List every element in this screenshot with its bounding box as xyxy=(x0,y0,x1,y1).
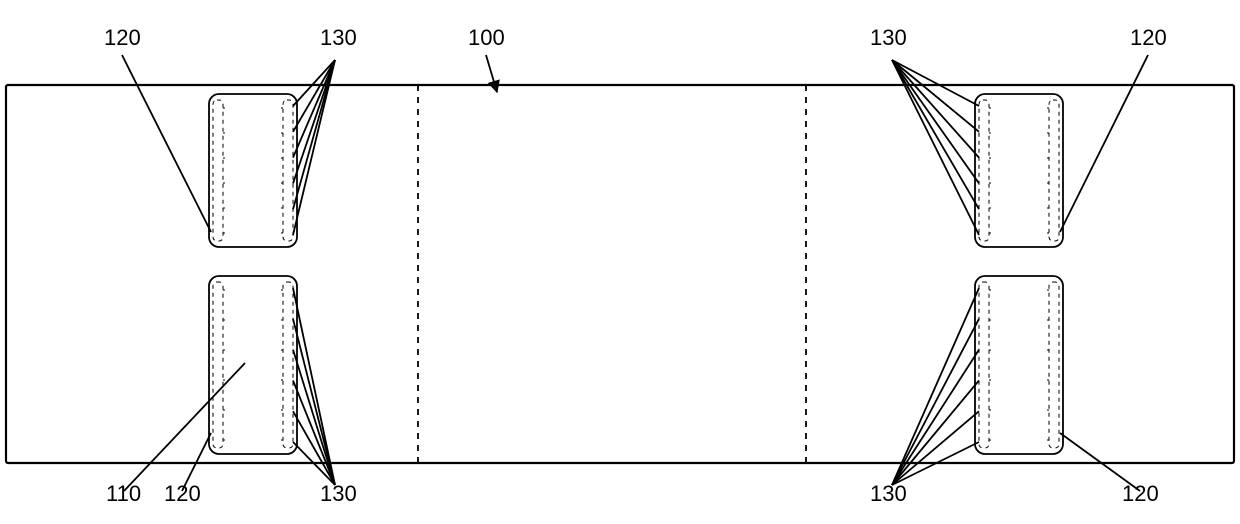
inner-strip-left xyxy=(213,282,223,448)
fan-leader xyxy=(293,288,335,485)
label-120: 120 xyxy=(104,25,141,50)
inner-strip-right xyxy=(283,282,293,448)
fan-leader xyxy=(293,60,335,235)
patent-figure: 100 120 120 110 120 120 130 130 130 130 xyxy=(0,0,1240,524)
inner-strip-right xyxy=(283,100,293,241)
slot-outline xyxy=(209,94,297,247)
leader-line xyxy=(124,363,245,491)
slot-outline xyxy=(975,276,1063,454)
label-130: 130 xyxy=(870,481,907,506)
fan-leader xyxy=(892,350,979,485)
inner-strip-right xyxy=(1049,100,1059,241)
fan-leader xyxy=(293,319,335,485)
fan-leader xyxy=(892,60,979,158)
fan-leader xyxy=(293,60,335,158)
fan-leader xyxy=(892,288,979,485)
fan-leader xyxy=(892,319,979,485)
slot-bl xyxy=(209,276,297,454)
slot-tl xyxy=(209,94,297,247)
leader-line xyxy=(486,55,497,92)
label-130: 130 xyxy=(870,25,907,50)
fan-leader xyxy=(892,60,979,235)
label-130: 130 xyxy=(320,25,357,50)
label-120: 120 xyxy=(1130,25,1167,50)
label-120: 120 xyxy=(164,481,201,506)
slot-outline xyxy=(975,94,1063,247)
slot-tr xyxy=(975,94,1063,247)
label-110: 110 xyxy=(106,481,141,506)
inner-strip-right xyxy=(1049,282,1059,448)
slot-outline xyxy=(209,276,297,454)
label-100: 100 xyxy=(468,25,505,50)
inner-strip-left xyxy=(979,100,989,241)
label-130: 130 xyxy=(320,481,357,506)
inner-strip-left xyxy=(213,100,223,241)
fan-leader xyxy=(293,380,335,485)
slot-br xyxy=(975,276,1063,454)
label-120: 120 xyxy=(1122,481,1159,506)
leader-line xyxy=(1060,55,1148,232)
outer-frame xyxy=(6,85,1234,463)
leader-line xyxy=(122,55,211,232)
inner-strip-left xyxy=(979,282,989,448)
fan-leader xyxy=(892,380,979,485)
